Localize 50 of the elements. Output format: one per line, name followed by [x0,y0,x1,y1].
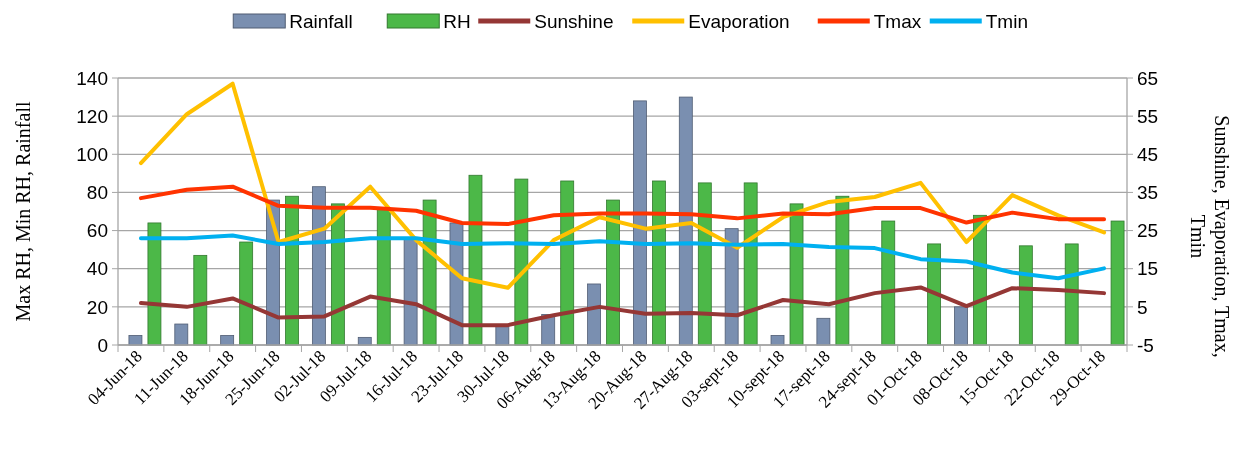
legend-label: Tmax [873,10,922,32]
bar [816,317,831,346]
bar [403,237,418,346]
line-series [138,285,1107,328]
y-tick-label: 40 [86,258,108,280]
bar [789,203,804,346]
y2-tick-label: 45 [1137,143,1159,165]
y-tick-label: 120 [76,105,108,127]
bar [147,222,162,346]
legend-label: Evaporation [688,10,790,32]
bar [1110,220,1125,346]
y-tick-label: 60 [86,220,108,242]
bar [128,335,143,346]
y-axis-title: Max RH, Min RH, Rainfall [12,101,34,322]
bar [881,220,896,346]
bar [376,207,391,346]
y-tick-label: 140 [76,67,108,89]
line-series [138,81,1107,290]
bar [954,306,968,346]
y-tick-label: 100 [76,143,108,165]
bar [285,195,299,346]
bar [1018,245,1033,346]
y2-tick-label: 35 [1137,182,1159,204]
y2-tick-label: -5 [1137,334,1154,356]
y2-axis-title: Sunshine, Evaporation, Tmax, Tmin [1187,115,1233,358]
y2-tick-label: 15 [1137,258,1159,280]
bar [193,254,208,346]
bar [770,335,785,346]
bar [633,100,647,346]
legend-label: Tmin [985,10,1028,32]
line-series [138,184,1107,227]
y-tick-label: 80 [86,182,108,204]
bar [678,96,693,346]
y2-tick-label: 65 [1137,67,1159,89]
y2-tick-label: 5 [1137,296,1148,318]
y2-tick-label: 25 [1137,220,1159,242]
bar [239,241,254,346]
bar [311,186,326,346]
y2-tick-label: 55 [1137,105,1159,127]
y-tick-label: 20 [86,296,108,318]
line-series [138,233,1107,281]
bar [587,283,601,346]
bar [724,228,739,346]
legend-label: RH [443,10,471,32]
bar [927,243,942,346]
bar [1064,243,1079,346]
bar [174,323,189,346]
legend-label: Rainfall [289,10,353,32]
y-tick-label: 0 [97,334,108,356]
legend-label: Sunshine [534,10,614,32]
